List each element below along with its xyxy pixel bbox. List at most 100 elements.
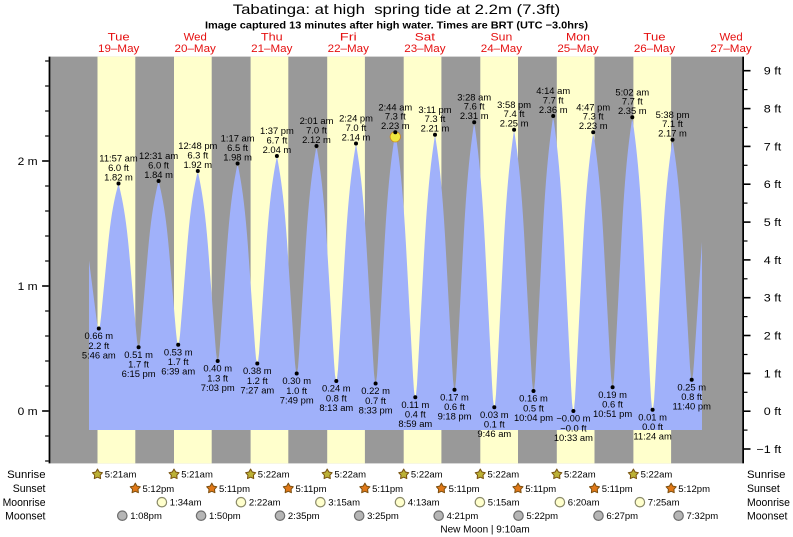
svg-text:23–May: 23–May [404, 43, 446, 55]
svg-text:0.51 m: 0.51 m [124, 349, 153, 360]
svg-text:21–May: 21–May [251, 43, 293, 55]
svg-text:0.25 m: 0.25 m [677, 381, 706, 392]
svg-text:5:46 am: 5:46 am [82, 349, 116, 360]
svg-text:6 ft: 6 ft [764, 179, 781, 191]
svg-text:Moonrise: Moonrise [747, 497, 790, 509]
svg-text:3:58 pm: 3:58 pm [497, 99, 531, 110]
svg-text:2.2 ft: 2.2 ft [88, 340, 109, 351]
svg-text:6.3 ft: 6.3 ft [187, 149, 208, 160]
svg-text:6.7 ft: 6.7 ft [266, 134, 287, 145]
svg-text:Sat: Sat [415, 31, 435, 43]
svg-text:2.36 m: 2.36 m [539, 104, 568, 115]
svg-text:2.23 m: 2.23 m [381, 120, 410, 131]
svg-text:22–May: 22–May [328, 43, 370, 55]
svg-text:2.31 m: 2.31 m [460, 110, 489, 121]
svg-text:3:15am: 3:15am [328, 498, 360, 509]
svg-text:5:22am: 5:22am [334, 470, 366, 481]
svg-text:2 ft: 2 ft [764, 331, 781, 343]
svg-text:9:18 pm: 9:18 pm [438, 411, 472, 422]
svg-text:0.38 m: 0.38 m [243, 365, 272, 376]
svg-text:1:08pm: 1:08pm [130, 511, 162, 522]
svg-text:0.24 m: 0.24 m [322, 383, 351, 394]
svg-text:0.19 m: 0.19 m [598, 389, 627, 400]
svg-text:6.0 ft: 6.0 ft [108, 162, 129, 173]
svg-text:1:50pm: 1:50pm [209, 511, 241, 522]
svg-text:19–May: 19–May [98, 43, 140, 55]
svg-text:0.17 m: 0.17 m [440, 391, 469, 402]
svg-text:New Moon | 9:10am: New Moon | 9:10am [440, 524, 529, 535]
svg-text:27–May: 27–May [710, 43, 752, 55]
svg-text:0.0 ft: 0.0 ft [642, 421, 663, 432]
svg-text:11:57 am: 11:57 am [99, 153, 138, 164]
svg-text:4 ft: 4 ft [764, 255, 781, 267]
svg-text:1:34am: 1:34am [170, 498, 202, 509]
svg-text:7:03 pm: 7:03 pm [201, 382, 235, 393]
svg-text:5:21am: 5:21am [105, 470, 137, 481]
svg-text:Moonset: Moonset [747, 510, 787, 522]
svg-text:Sunrise: Sunrise [7, 469, 45, 481]
svg-text:Sunrise: Sunrise [747, 469, 785, 481]
svg-text:4:13am: 4:13am [408, 498, 440, 509]
svg-text:0.40 m: 0.40 m [203, 363, 232, 374]
svg-text:7.1 ft: 7.1 ft [662, 118, 683, 129]
svg-text:5 ft: 5 ft [764, 217, 781, 229]
svg-text:0.6 ft: 0.6 ft [444, 401, 465, 412]
svg-text:8 ft: 8 ft [764, 104, 781, 116]
svg-text:6:39 am: 6:39 am [161, 366, 195, 377]
svg-text:1:17 am: 1:17 am [221, 133, 255, 144]
svg-text:5:22pm: 5:22pm [526, 511, 558, 522]
svg-text:0.03 m: 0.03 m [480, 409, 509, 420]
svg-text:5:22am: 5:22am [258, 470, 290, 481]
svg-text:Fri: Fri [340, 31, 357, 43]
svg-text:2:35pm: 2:35pm [288, 511, 320, 522]
svg-text:0.01 m: 0.01 m [638, 411, 667, 422]
svg-text:8:59 am: 8:59 am [398, 418, 432, 429]
svg-text:24–May: 24–May [481, 43, 523, 55]
svg-text:Thu: Thu [261, 31, 283, 43]
svg-text:2 m: 2 m [18, 156, 38, 168]
svg-text:0.4 ft: 0.4 ft [405, 409, 426, 420]
svg-text:−1 ft: −1 ft [756, 444, 781, 456]
svg-text:3:11 pm: 3:11 pm [418, 104, 451, 115]
svg-text:5:22am: 5:22am [411, 470, 443, 481]
svg-text:Moonrise: Moonrise [3, 497, 46, 509]
svg-text:7.3 ft: 7.3 ft [425, 113, 446, 124]
svg-text:Sunset: Sunset [747, 483, 780, 495]
svg-text:7.7 ft: 7.7 ft [543, 94, 564, 105]
svg-text:11:24 am: 11:24 am [633, 431, 672, 442]
svg-text:1.2 ft: 1.2 ft [247, 375, 268, 386]
svg-text:1.7 ft: 1.7 ft [128, 359, 149, 370]
svg-text:7:32pm: 7:32pm [687, 511, 719, 522]
svg-text:5:22am: 5:22am [564, 470, 596, 481]
svg-text:2.25 m: 2.25 m [500, 118, 529, 129]
svg-text:0.6 ft: 0.6 ft [602, 399, 623, 410]
svg-text:5:02 am: 5:02 am [615, 86, 649, 97]
svg-text:2.12 m: 2.12 m [302, 134, 331, 145]
svg-text:5:11pm: 5:11pm [372, 484, 403, 495]
svg-text:Image captured 13 minutes afte: Image captured 13 minutes after high wat… [205, 20, 588, 31]
svg-text:7:49 pm: 7:49 pm [280, 394, 314, 405]
svg-text:5:38 pm: 5:38 pm [656, 109, 690, 120]
svg-text:7.3 ft: 7.3 ft [583, 111, 604, 122]
svg-text:3 ft: 3 ft [764, 293, 781, 305]
svg-text:8:33 pm: 8:33 pm [359, 404, 393, 415]
svg-text:Tue: Tue [108, 31, 130, 43]
svg-text:12:48 pm: 12:48 pm [178, 140, 217, 151]
svg-text:0.8 ft: 0.8 ft [326, 392, 347, 403]
svg-text:0.8 ft: 0.8 ft [681, 391, 702, 402]
svg-text:5:22am: 5:22am [488, 470, 520, 481]
svg-text:Sun: Sun [491, 31, 513, 43]
svg-text:Mon: Mon [566, 31, 590, 43]
svg-text:0.16 m: 0.16 m [519, 393, 548, 404]
svg-text:7:25am: 7:25am [648, 498, 680, 509]
svg-text:5:15am: 5:15am [488, 498, 520, 509]
svg-text:6:27pm: 6:27pm [606, 511, 638, 522]
svg-text:1.7 ft: 1.7 ft [168, 356, 189, 367]
svg-text:4:21pm: 4:21pm [447, 511, 479, 522]
svg-text:2:22am: 2:22am [249, 498, 281, 509]
svg-text:10:04 pm: 10:04 pm [514, 412, 553, 423]
svg-text:5:12pm: 5:12pm [143, 484, 175, 495]
svg-text:0.1 ft: 0.1 ft [484, 419, 505, 430]
svg-text:−0.00 m: −0.00 m [556, 413, 590, 424]
svg-text:2:44 am: 2:44 am [378, 101, 412, 112]
